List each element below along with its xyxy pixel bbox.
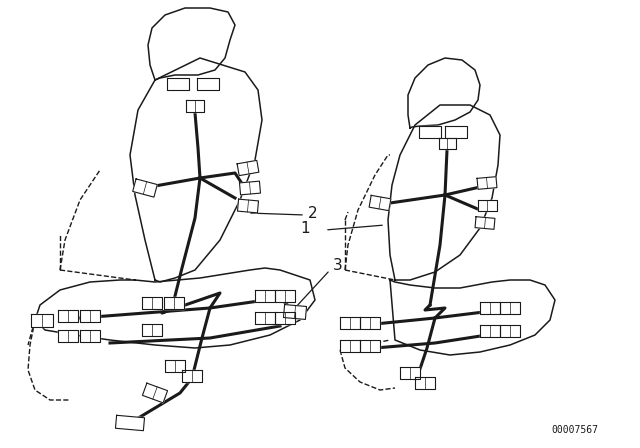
Polygon shape bbox=[58, 310, 78, 322]
Polygon shape bbox=[445, 126, 467, 138]
Polygon shape bbox=[142, 324, 162, 336]
Polygon shape bbox=[80, 330, 100, 342]
Text: 00007567: 00007567 bbox=[552, 425, 598, 435]
Polygon shape bbox=[284, 305, 307, 319]
Polygon shape bbox=[480, 325, 500, 337]
Polygon shape bbox=[143, 383, 168, 403]
Polygon shape bbox=[340, 317, 360, 329]
Polygon shape bbox=[360, 317, 380, 329]
Polygon shape bbox=[237, 199, 259, 213]
Polygon shape bbox=[369, 195, 391, 211]
Polygon shape bbox=[360, 340, 380, 352]
Polygon shape bbox=[480, 302, 500, 314]
Polygon shape bbox=[58, 330, 78, 342]
Text: 2: 2 bbox=[308, 206, 317, 220]
Polygon shape bbox=[438, 138, 456, 148]
Polygon shape bbox=[477, 177, 497, 190]
Polygon shape bbox=[500, 302, 520, 314]
Polygon shape bbox=[132, 179, 157, 197]
Polygon shape bbox=[475, 217, 495, 229]
Polygon shape bbox=[239, 181, 260, 195]
Polygon shape bbox=[255, 290, 275, 302]
Text: 1: 1 bbox=[300, 220, 310, 236]
Polygon shape bbox=[415, 377, 435, 389]
Polygon shape bbox=[186, 100, 204, 112]
Polygon shape bbox=[237, 160, 259, 176]
Polygon shape bbox=[340, 340, 360, 352]
Polygon shape bbox=[182, 370, 202, 382]
Polygon shape bbox=[167, 78, 189, 90]
Polygon shape bbox=[500, 325, 520, 337]
Text: 3: 3 bbox=[333, 258, 343, 272]
Polygon shape bbox=[255, 312, 275, 324]
Polygon shape bbox=[142, 297, 162, 309]
Polygon shape bbox=[165, 360, 185, 372]
Polygon shape bbox=[275, 312, 295, 324]
Polygon shape bbox=[164, 297, 184, 309]
Polygon shape bbox=[419, 126, 441, 138]
Polygon shape bbox=[80, 310, 100, 322]
Polygon shape bbox=[115, 415, 145, 431]
Polygon shape bbox=[31, 314, 53, 327]
Polygon shape bbox=[275, 290, 295, 302]
Polygon shape bbox=[197, 78, 219, 90]
Polygon shape bbox=[477, 199, 497, 211]
Polygon shape bbox=[400, 367, 420, 379]
